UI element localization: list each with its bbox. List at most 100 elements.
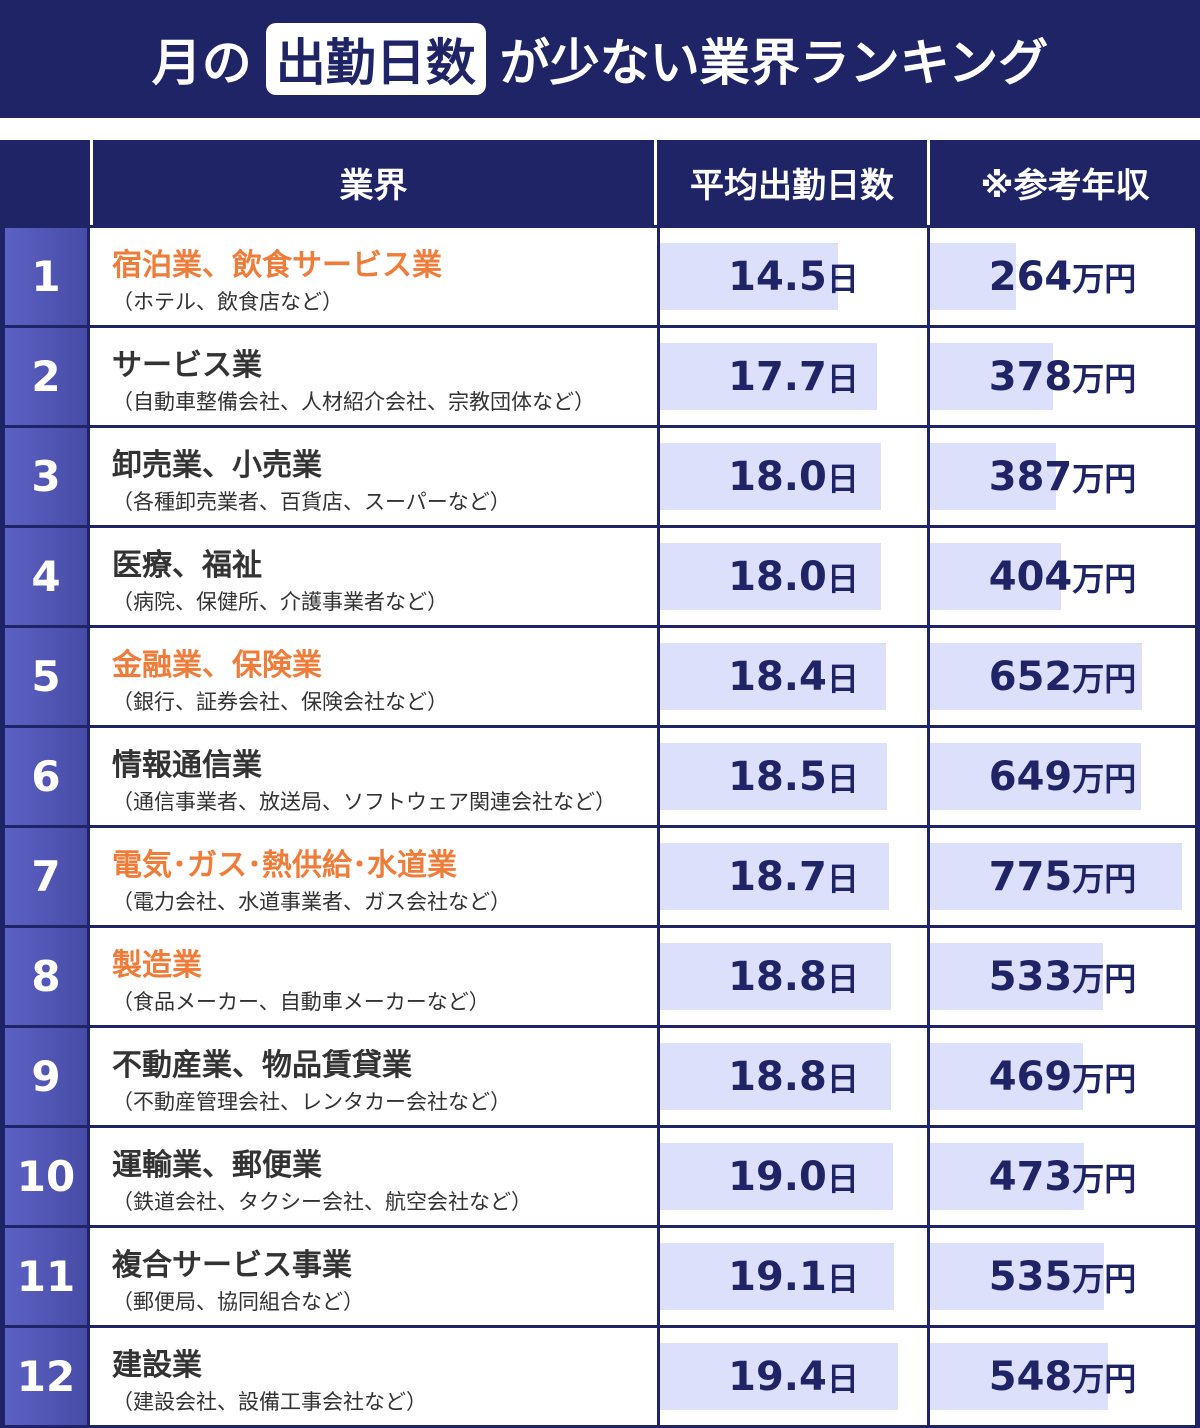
industry-name: 運輸業、郵便業	[112, 1148, 322, 1183]
industry-cell: 宿泊業、飲食サービス業 （ホテル、飲食店など）	[90, 228, 657, 325]
income-number: 378	[988, 353, 1073, 400]
days-value: 18.0 日	[660, 528, 927, 625]
income-bar	[930, 1243, 1104, 1310]
income-unit: 万円	[1072, 1359, 1137, 1398]
days-unit: 日	[826, 459, 859, 498]
income-unit: 万円	[1072, 759, 1137, 798]
industry-cell: 卸売業、小売業 （各種卸売業者、百貨店、スーパーなど）	[90, 428, 657, 525]
days-number: 18.4	[728, 653, 827, 700]
rank-cell: 11	[5, 1228, 87, 1325]
days-cell: 18.8 日	[660, 1028, 927, 1125]
days-cell: 18.0 日	[660, 428, 927, 525]
income-number: 264	[988, 253, 1073, 300]
days-cell: 18.0 日	[660, 528, 927, 625]
days-number: 18.7	[728, 853, 827, 900]
industry-name: 不動産業、物品賃貸業	[112, 1048, 412, 1083]
header-cell: ※参考年収	[930, 140, 1200, 225]
income-unit: 万円	[1072, 659, 1137, 698]
industry-cell: 医療、福祉 （病院、保健所、介護事業者など）	[90, 528, 657, 625]
industry-cell: 不動産業、物品賃貸業 （不動産管理会社、レンタカー会社など）	[90, 1028, 657, 1125]
days-unit: 日	[826, 1059, 859, 1098]
rank-cell: 7	[5, 828, 87, 925]
income-cell: 775 万円	[930, 828, 1195, 925]
rank-cell: 5	[5, 628, 87, 725]
days-cell: 19.4 日	[660, 1328, 927, 1425]
days-number: 19.4	[728, 1353, 827, 1400]
income-cell: 473 万円	[930, 1128, 1195, 1225]
income-cell: 535 万円	[930, 1228, 1195, 1325]
industry-cell: 金融業、保険業 （銀行、証券会社、保険会社など）	[90, 628, 657, 725]
rank-cell: 4	[5, 528, 87, 625]
industry-name: 金融業、保険業	[112, 648, 322, 683]
days-value: 19.1 日	[660, 1228, 927, 1325]
industry-note: （自動車整備会社、人材紹介会社、宗教団体など）	[112, 390, 595, 414]
days-value: 18.4 日	[660, 628, 927, 725]
days-number: 14.5	[728, 253, 827, 300]
days-value: 19.4 日	[660, 1328, 927, 1425]
industry-note: （電力会社、水道事業者、ガス会社など）	[112, 890, 511, 914]
days-bar	[660, 743, 887, 810]
income-value: 473 万円	[930, 1128, 1195, 1225]
days-cell: 19.0 日	[660, 1128, 927, 1225]
income-number: 387	[988, 453, 1073, 500]
income-value: 378 万円	[930, 328, 1195, 425]
industry-note: （銀行、証券会社、保険会社など）	[112, 690, 448, 714]
days-value: 18.0 日	[660, 428, 927, 525]
income-unit: 万円	[1072, 1059, 1137, 1098]
days-number: 18.5	[728, 753, 827, 800]
income-bar	[930, 643, 1142, 710]
days-cell: 18.5 日	[660, 728, 927, 825]
income-cell: 469 万円	[930, 1028, 1195, 1125]
industry-cell: 情報通信業 （通信事業者、放送局、ソフトウェア関連会社など）	[90, 728, 657, 825]
days-number: 18.8	[728, 1053, 827, 1100]
rank-cell: 10	[5, 1128, 87, 1225]
header-cell: 業界	[90, 140, 657, 225]
industry-cell: 複合サービス事業 （郵便局、協同組合など）	[90, 1228, 657, 1325]
days-bar	[660, 243, 838, 310]
income-value: 264 万円	[930, 228, 1195, 325]
industry-name: 建設業	[112, 1348, 202, 1383]
industry-note: （食品メーカー、自動車メーカーなど）	[112, 990, 490, 1014]
income-bar	[930, 543, 1062, 610]
days-value: 19.0 日	[660, 1128, 927, 1225]
days-number: 19.0	[728, 1153, 827, 1200]
rank-cell: 2	[5, 328, 87, 425]
income-bar	[930, 443, 1056, 510]
industry-note: （郵便局、協同組合など）	[112, 1290, 364, 1314]
days-cell: 18.4 日	[660, 628, 927, 725]
income-bar	[930, 943, 1104, 1010]
days-number: 18.0	[728, 553, 827, 600]
days-bar	[660, 943, 891, 1010]
days-unit: 日	[826, 1359, 859, 1398]
income-bar	[930, 1143, 1084, 1210]
title-band: 月の 出勤日数 が少ない業界ランキング	[0, 0, 1200, 118]
days-cell: 17.7 日	[660, 328, 927, 425]
industry-note: （鉄道会社、タクシー会社、航空会社など）	[112, 1190, 532, 1214]
days-bar	[660, 343, 878, 410]
days-bar	[660, 443, 881, 510]
income-bar	[930, 743, 1142, 810]
income-bar	[930, 1043, 1083, 1110]
income-number: 404	[988, 553, 1073, 600]
income-unit: 万円	[1072, 1259, 1137, 1298]
income-unit: 万円	[1072, 559, 1137, 598]
income-cell: 378 万円	[930, 328, 1195, 425]
title: 月の	[151, 34, 252, 92]
industry-cell: サービス業 （自動車整備会社、人材紹介会社、宗教団体など）	[90, 328, 657, 425]
income-unit: 万円	[1072, 959, 1137, 998]
title: が少ない業界ランキング	[499, 34, 1049, 92]
income-unit: 万円	[1072, 459, 1137, 498]
income-value: 548 万円	[930, 1328, 1195, 1425]
days-value: 18.5 日	[660, 728, 927, 825]
days-cell: 14.5 日	[660, 228, 927, 325]
days-value: 18.8 日	[660, 928, 927, 1025]
days-number: 18.0	[728, 453, 827, 500]
title-highlight: 出勤日数	[265, 23, 486, 95]
industry-cell: 電気･ガス･熱供給･水道業 （電力会社、水道事業者、ガス会社など）	[90, 828, 657, 925]
days-unit: 日	[826, 1259, 859, 1298]
rank-cell: 1	[5, 228, 87, 325]
industry-note: （不動産管理会社、レンタカー会社など）	[112, 1090, 511, 1114]
rank-cell: 12	[5, 1328, 87, 1425]
income-value: 775 万円	[930, 828, 1195, 925]
table: 業界 平均出勤日数 ※参考年収 1 宿泊業、飲食サービス業 （ホテル、飲食店など） 1…	[0, 140, 1200, 1428]
